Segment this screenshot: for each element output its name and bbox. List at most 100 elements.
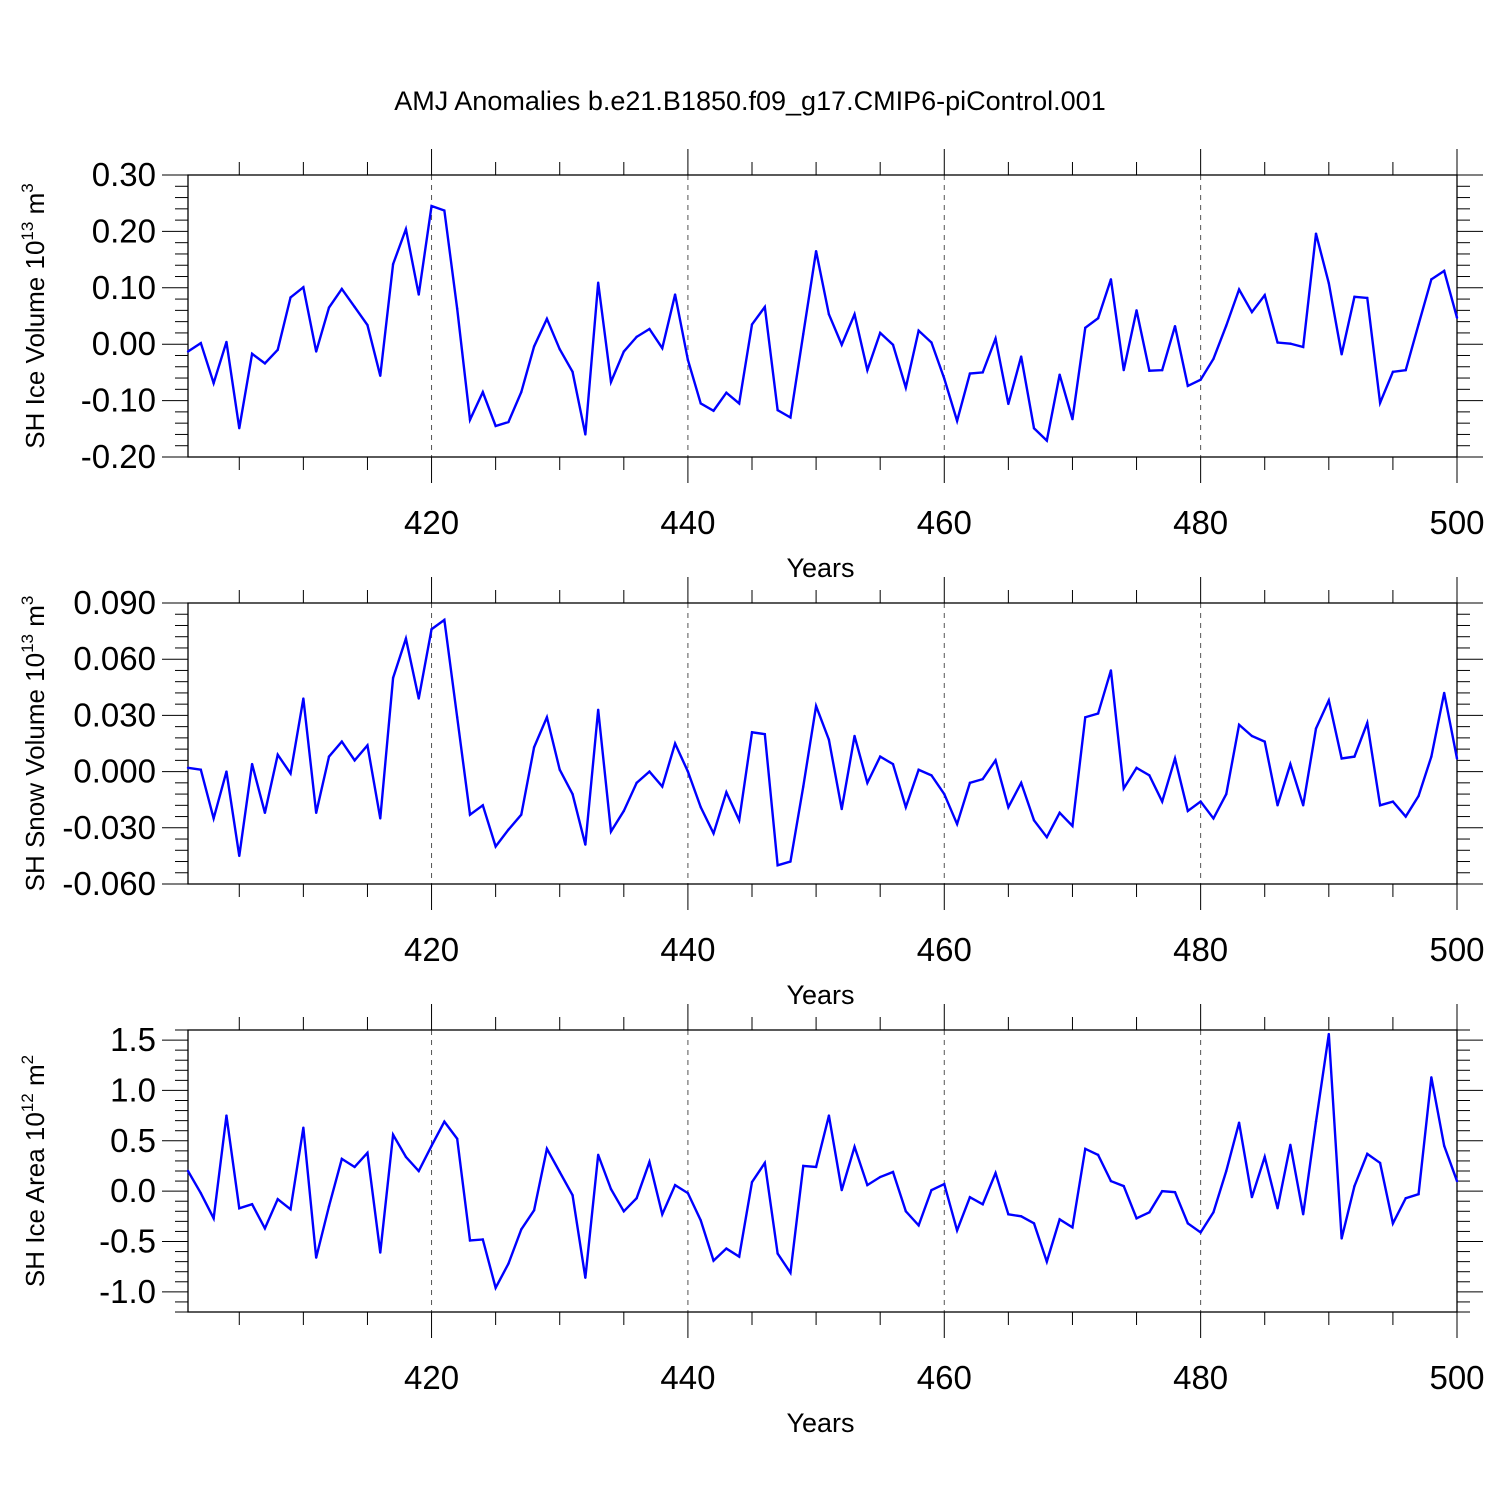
data-point: [507, 420, 510, 424]
data-point: [532, 746, 536, 749]
data-point: [609, 830, 613, 833]
data-point: [186, 350, 190, 353]
data-point: [379, 817, 382, 820]
data-point: [776, 408, 779, 412]
data-point: [1148, 1211, 1151, 1214]
data-point: [1045, 1260, 1049, 1263]
data-point: [635, 1196, 638, 1200]
x-tick-label: 500: [1429, 931, 1484, 968]
data-point: [494, 845, 497, 848]
data-point: [584, 1276, 587, 1279]
data-point: [225, 770, 228, 773]
data-point: [353, 1165, 356, 1169]
data-point: [1340, 1237, 1343, 1240]
data-point: [520, 390, 523, 394]
data-point: [750, 1180, 754, 1184]
data-point: [737, 819, 741, 822]
data-point: [1250, 1195, 1254, 1199]
data-point: [1160, 368, 1164, 372]
data-point: [891, 343, 895, 346]
data-point: [596, 708, 600, 711]
data-point: [853, 1145, 856, 1149]
data-point: [943, 1182, 946, 1186]
data-point: [1225, 792, 1228, 796]
data-point: [250, 1203, 254, 1206]
data-point: [1071, 418, 1074, 421]
data-point: [968, 372, 972, 375]
data-point: [455, 716, 459, 719]
data-point: [1109, 278, 1113, 281]
data-point: [314, 350, 318, 353]
data-point: [1186, 809, 1190, 813]
x-axis-label: Years: [786, 553, 854, 583]
data-point: [1314, 1120, 1318, 1123]
data-point: [1366, 721, 1369, 725]
y-tick-label: 0.030: [73, 696, 156, 733]
data-point: [417, 1169, 420, 1173]
data-point: [379, 374, 382, 377]
data-point: [1353, 1184, 1356, 1188]
data-point: [520, 1228, 523, 1231]
data-point: [1340, 757, 1343, 760]
x-tick-label: 460: [917, 504, 972, 541]
data-point: [943, 377, 946, 380]
data-point: [1173, 757, 1177, 760]
data-point: [609, 1187, 613, 1191]
data-point: [596, 1153, 600, 1157]
data-point: [1032, 427, 1036, 430]
data-point: [558, 768, 561, 771]
data-point: [1301, 804, 1305, 807]
panel-2: 420 440 460 480 500 Years -0.060 -0.030 0.000 0.0…: [18, 577, 1485, 1010]
data-point: [1391, 370, 1395, 374]
data-point: [1289, 342, 1292, 345]
data-point: [532, 345, 536, 348]
data-point: [276, 753, 279, 756]
data-point: [1442, 269, 1446, 273]
data-point: [404, 227, 408, 231]
data-point: [1417, 323, 1420, 326]
data-point: [366, 744, 369, 747]
data-point: [366, 1151, 369, 1155]
data-point: [494, 424, 497, 428]
data-point: [699, 402, 702, 405]
data-point: [1186, 384, 1190, 388]
data-point: [276, 1198, 279, 1201]
y-axis-label: SH Ice Area 1012 m2: [18, 1055, 50, 1287]
data-point: [827, 738, 831, 741]
data-point: [545, 1147, 549, 1151]
data-point: [558, 1170, 561, 1174]
data-point: [571, 1193, 574, 1197]
data-point: [917, 329, 920, 332]
data-point: [314, 1256, 318, 1259]
data-point: [1404, 815, 1407, 818]
data-point: [930, 1188, 933, 1192]
data-point: [968, 781, 972, 785]
data-point: [250, 352, 254, 355]
data-point: [1084, 716, 1087, 719]
y-tick-label: 0.090: [73, 584, 156, 621]
data-point: [1122, 787, 1125, 790]
data-point: [289, 296, 292, 299]
data-point: [302, 697, 305, 700]
data-point: [353, 759, 356, 762]
data-point: [661, 346, 664, 350]
data-point: [712, 832, 715, 835]
data-point: [853, 734, 856, 738]
data-point: [507, 1262, 510, 1265]
y-tick-label: 0.30: [92, 156, 156, 193]
data-point: [596, 281, 600, 284]
data-point: [391, 676, 395, 680]
data-point: [468, 813, 472, 816]
data-point: [1263, 740, 1266, 743]
y-tick-label: -0.20: [81, 438, 156, 475]
data-point: [725, 1247, 728, 1250]
data-point: [789, 1271, 792, 1274]
data-point: [430, 204, 433, 208]
data-point: [1058, 811, 1061, 815]
x-tick-label: 460: [917, 1359, 972, 1396]
data-point: [263, 811, 267, 815]
data-point: [238, 1207, 241, 1210]
x-tick-label: 480: [1173, 504, 1228, 541]
data-point: [520, 813, 523, 816]
data-point: [186, 1169, 190, 1173]
